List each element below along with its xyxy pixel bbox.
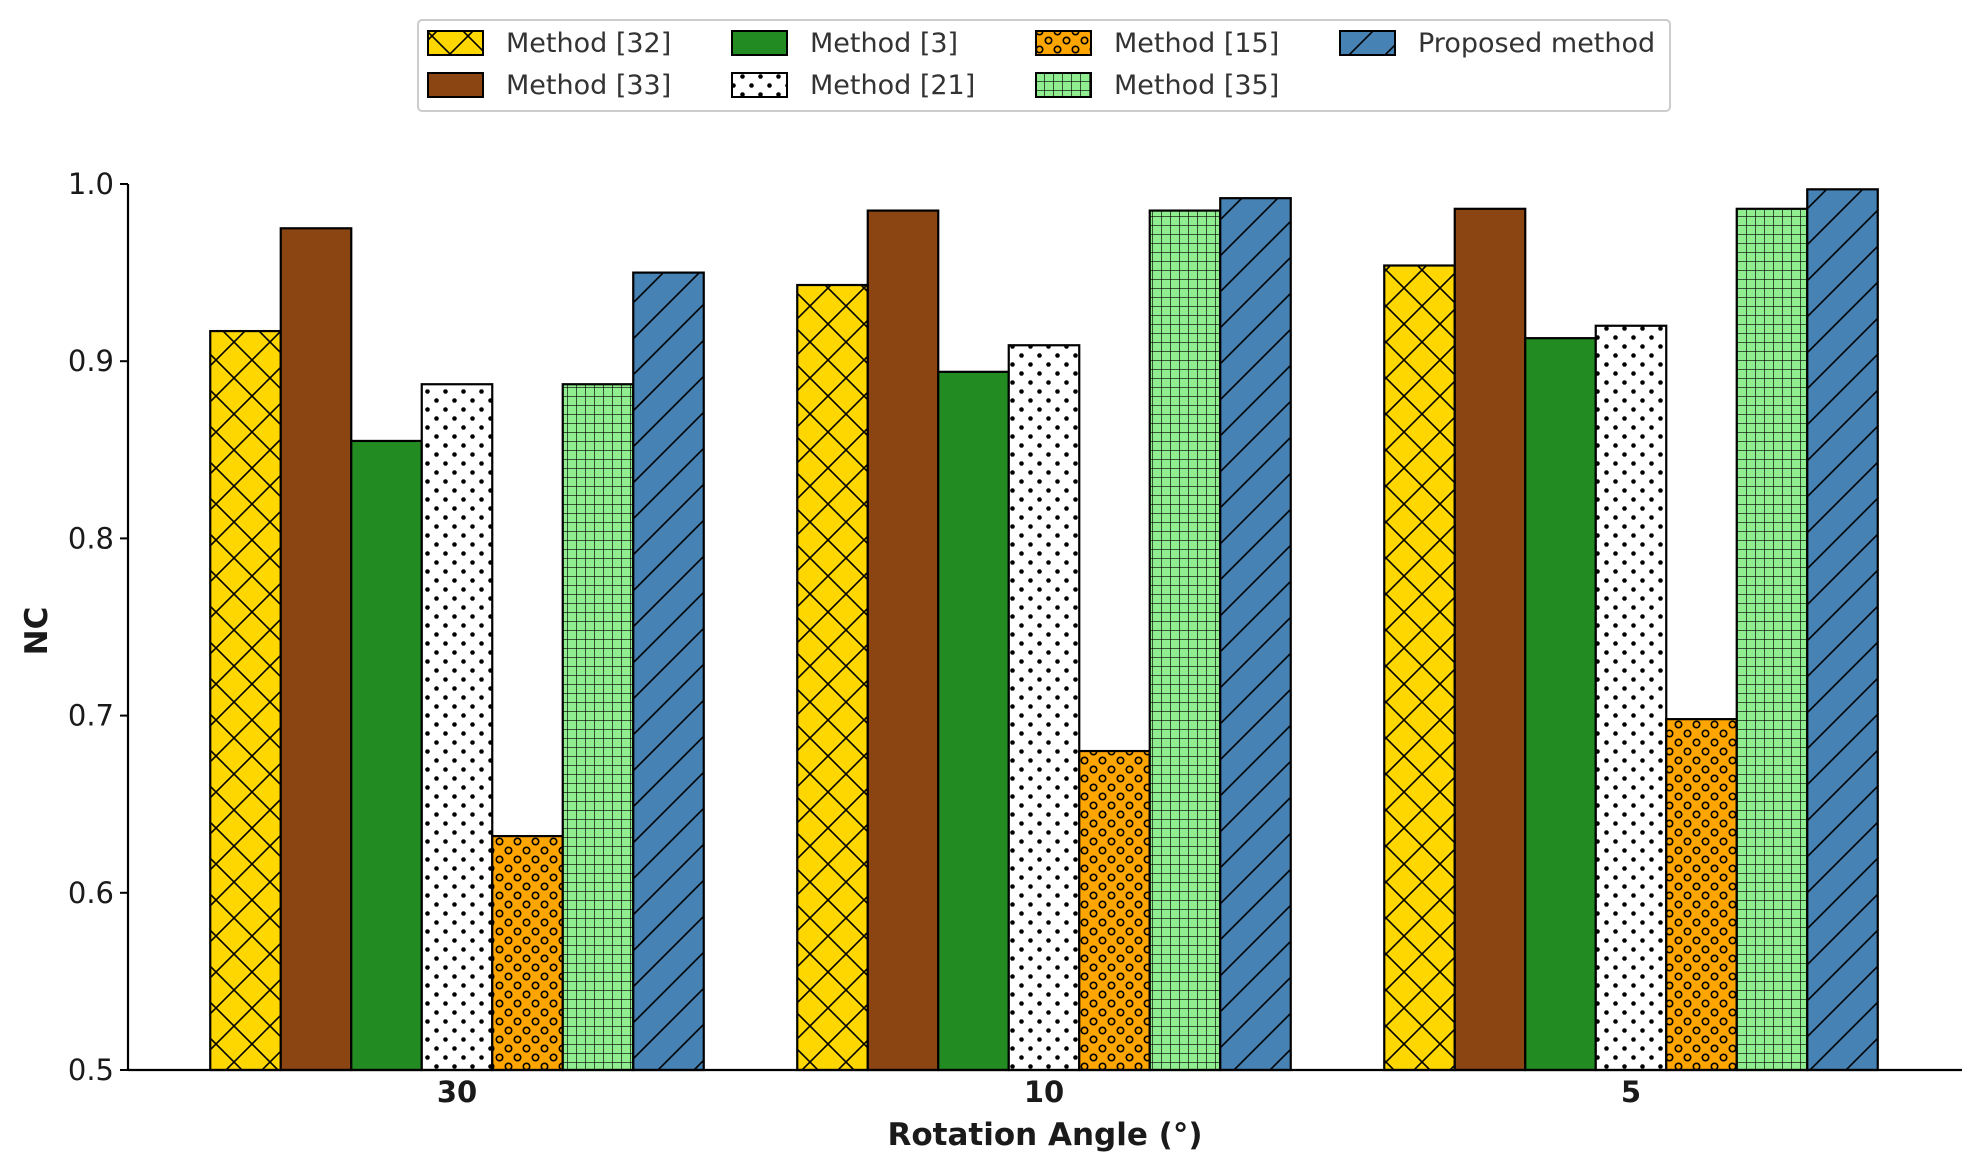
legend-label-method-32: Method [32] (506, 28, 671, 59)
bar-method-3-5 (1524, 337, 1597, 1072)
legend-label-method-21: Method [21] (810, 70, 975, 101)
y-tick-label: 1.0 (68, 167, 114, 201)
bar-method-3-10 (937, 370, 1010, 1072)
y-tick-label: 0.8 (68, 521, 114, 555)
bar-method-21-30 (420, 383, 494, 1072)
bar-proposed-method-10 (1219, 197, 1292, 1072)
legend-swatch-method-3 (731, 30, 788, 56)
bar-method-32-10 (796, 283, 869, 1072)
y-axis-title: NC (19, 607, 55, 656)
x-tick-label: 5 (1621, 1075, 1641, 1109)
legend-swatch-method-33 (427, 72, 484, 98)
legend-swatch-method-15 (1035, 30, 1092, 56)
x-axis-title: Rotation Angle (°) (887, 1117, 1202, 1153)
bar-method-15-30 (491, 834, 564, 1072)
y-tick-label: 0.5 (68, 1053, 114, 1087)
bar-method-15-5 (1665, 718, 1738, 1072)
legend-label-proposed-method: Proposed method (1418, 28, 1655, 59)
bar-method-32-30 (209, 329, 282, 1072)
x-tick-label: 10 (1024, 1075, 1064, 1109)
y-tick-label: 0.6 (68, 876, 114, 910)
bar-method-15-10 (1078, 749, 1151, 1072)
x-ticks: 30 10 5 (437, 1075, 1641, 1109)
bar-method-21-10 (1007, 344, 1081, 1072)
bar-method-21-5 (1594, 324, 1668, 1072)
bar-method-35-30 (561, 383, 635, 1072)
x-tick-label: 30 (437, 1075, 477, 1109)
bars-layer (209, 188, 1879, 1072)
legend-swatch-method-35 (1035, 72, 1092, 98)
legend-label-method-33: Method [33] (506, 70, 671, 101)
bar-method-32-5 (1383, 264, 1456, 1072)
legend-swatch-proposed-method (1339, 30, 1396, 56)
legend-label-method-35: Method [35] (1114, 70, 1279, 101)
bar-method-3-30 (350, 439, 423, 1072)
y-tick-label: 0.7 (68, 699, 114, 733)
bar-proposed-method-5 (1806, 188, 1879, 1072)
bar-method-33-5 (1453, 207, 1527, 1072)
bar-method-33-10 (866, 209, 940, 1072)
y-ticks: 0.5 0.6 0.7 0.8 0.9 1.0 (68, 167, 128, 1087)
legend-swatch-method-21 (731, 72, 788, 98)
legend-label-method-15: Method [15] (1114, 28, 1279, 59)
bar-method-35-5 (1735, 207, 1809, 1072)
legend-label-method-3: Method [3] (810, 28, 958, 59)
legend-swatch-method-32 (427, 30, 484, 56)
bar-proposed-method-30 (632, 271, 705, 1072)
bar-method-35-10 (1148, 209, 1222, 1072)
legend: Method [32] Method [33] Method [3] Method [… (417, 19, 1671, 112)
y-tick-label: 0.9 (68, 344, 114, 378)
bar-method-33-30 (279, 227, 353, 1072)
